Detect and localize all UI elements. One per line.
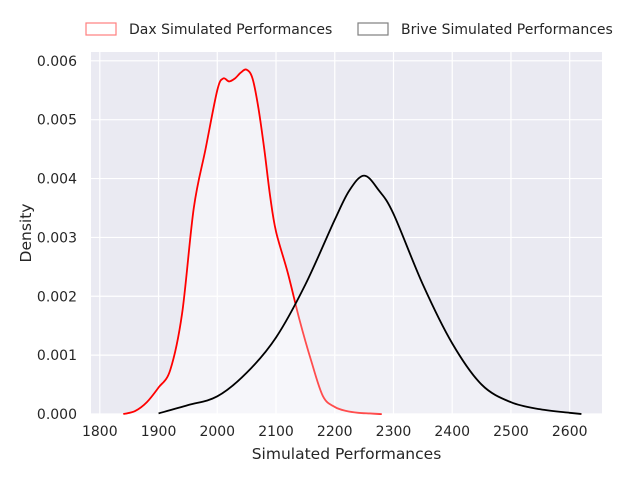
y-tick-label: 0.002 — [37, 289, 77, 305]
dax-simulated-performances-legend-swatch — [85, 22, 117, 36]
brive-simulated-performances-line — [158, 174, 582, 415]
series-layer — [123, 68, 582, 415]
brive-simulated-performances-legend-swatch — [357, 22, 389, 36]
x-tick-label: 2200 — [317, 424, 353, 440]
legend: Dax Simulated Performances Brive Simulate… — [85, 22, 613, 38]
x-tick-label: 1800 — [82, 424, 118, 440]
y-axis-label: Density — [17, 204, 35, 263]
y-tick-label: 0.005 — [37, 113, 77, 129]
dax-simulated-performances-area — [123, 69, 382, 414]
y-tick-label: 0.000 — [37, 407, 77, 423]
x-axis: 1800 1900 2000 2100 2200 2300 2400 2500 2600 — [82, 424, 588, 440]
y-tick-label: 0.006 — [37, 54, 77, 70]
dax-simulated-performances-line — [123, 68, 382, 415]
y-tick-label: 0.001 — [37, 348, 77, 364]
x-tick-label: 2600 — [552, 424, 588, 440]
x-axis-label: Simulated Performances — [252, 445, 442, 463]
y-tick-label: 0.004 — [37, 172, 77, 188]
plot-area — [91, 52, 602, 414]
y-axis: 0.000 0.001 0.002 0.003 0.004 0.005 0.006 — [37, 54, 77, 423]
x-tick-label: 2300 — [376, 424, 412, 440]
grid — [91, 52, 602, 415]
y-tick-label: 0.003 — [37, 230, 77, 246]
x-tick-label: 2100 — [258, 424, 294, 440]
dax-simulated-performances-legend-label: Dax Simulated Performances — [129, 22, 332, 38]
x-tick-label: 2400 — [434, 424, 470, 440]
x-tick-label: 1900 — [141, 424, 177, 440]
x-tick-label: 2000 — [199, 424, 235, 440]
brive-simulated-performances-legend-label: Brive Simulated Performances — [401, 22, 613, 38]
x-tick-label: 2500 — [493, 424, 529, 440]
